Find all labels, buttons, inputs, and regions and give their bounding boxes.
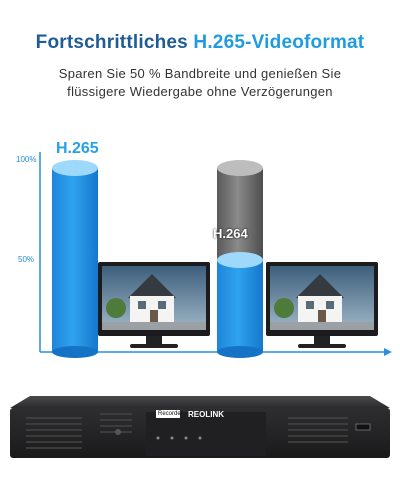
- tick-50-label: 50%: [18, 255, 35, 264]
- vent-right: [288, 417, 348, 443]
- monitor-left: [98, 262, 210, 348]
- bar-h265: [52, 160, 98, 358]
- headline: Fortschrittliches H.265-Videoformat: [0, 32, 400, 54]
- recorder-device: [10, 396, 390, 458]
- monitor-right: [266, 262, 378, 348]
- recorder-badge: Recorder: [158, 411, 183, 417]
- x-axis-arrow: [384, 348, 392, 356]
- bar-h265-label: H.265: [56, 140, 99, 157]
- vent-left: [26, 417, 82, 449]
- subline-1: Sparen Sie 50 % Bandbreite und genießen …: [58, 66, 342, 81]
- subline-2: flüssigere Wiedergabe ohne Verzögerungen: [67, 84, 333, 99]
- headline-part1: Fortschrittliches: [35, 32, 194, 53]
- bar-h264-label: H.264: [213, 226, 248, 241]
- bar-h264: [217, 160, 263, 358]
- headline-accent: H.265-Videoformat: [193, 32, 365, 53]
- brand-logo: REOLINK: [188, 410, 224, 419]
- tick-100-label: 100%: [16, 155, 37, 164]
- comparison-chart: [39, 152, 392, 358]
